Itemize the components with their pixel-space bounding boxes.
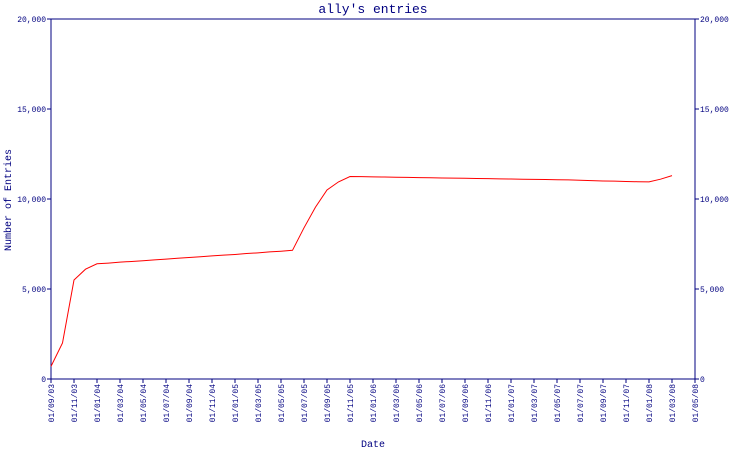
y-axis-label: Number of Entries <box>3 149 15 251</box>
x-tick-label: 01/01/05 <box>232 384 241 423</box>
x-tick-label: 01/01/06 <box>370 384 379 423</box>
x-tick-label: 01/11/07 <box>623 384 632 423</box>
chart-title: ally's entries <box>318 2 427 17</box>
x-tick-label: 01/09/05 <box>324 384 333 423</box>
x-tick-label: 01/05/06 <box>416 384 425 423</box>
y-tick-label: 20,000 <box>17 16 46 25</box>
x-tick-label: 01/01/08 <box>646 384 655 423</box>
x-tick-label: 01/11/04 <box>209 384 218 423</box>
x-tick-label: 01/03/05 <box>255 384 264 423</box>
x-tick-label: 01/01/04 <box>94 384 103 423</box>
x-tick-label: 01/03/07 <box>531 384 540 423</box>
x-tick-label: 01/07/05 <box>301 384 310 423</box>
x-tick-label: 01/09/04 <box>186 384 195 423</box>
y2-tick-label: 20,000 <box>700 16 729 25</box>
y2-tick-label: 0 <box>700 376 705 385</box>
y-tick-label: 10,000 <box>17 196 46 205</box>
x-tick-label: 01/03/04 <box>117 384 126 423</box>
y-tick-label: 0 <box>41 376 46 385</box>
x-tick-label: 01/11/03 <box>71 384 80 423</box>
x-tick-label: 01/01/07 <box>508 384 517 423</box>
x-tick-label: 01/03/08 <box>669 384 678 423</box>
y2-tick-label: 10,000 <box>700 196 729 205</box>
y-tick-label: 15,000 <box>17 106 46 115</box>
x-tick-label: 01/05/05 <box>278 384 287 423</box>
x-tick-label: 01/03/06 <box>393 384 402 423</box>
x-tick-label: 01/09/07 <box>600 384 609 423</box>
x-tick-label: 01/05/08 <box>692 384 701 423</box>
x-tick-label: 01/07/07 <box>577 384 586 423</box>
x-tick-label: 01/05/07 <box>554 384 563 423</box>
y-tick-label: 5,000 <box>22 286 46 295</box>
x-tick-label: 01/09/03 <box>48 384 57 423</box>
x-tick-label: 01/11/06 <box>485 384 494 423</box>
x-tick-label: 01/09/06 <box>462 384 471 423</box>
data-line <box>50 175 673 367</box>
y2-tick-label: 15,000 <box>700 106 729 115</box>
x-tick-label: 01/11/05 <box>347 384 356 423</box>
x-tick-label: 01/07/04 <box>163 384 172 423</box>
y2-tick-label: 5,000 <box>700 286 724 295</box>
x-axis-label: Date <box>361 440 385 450</box>
x-tick-label: 01/07/06 <box>439 384 448 423</box>
x-tick-label: 01/05/04 <box>140 384 149 423</box>
